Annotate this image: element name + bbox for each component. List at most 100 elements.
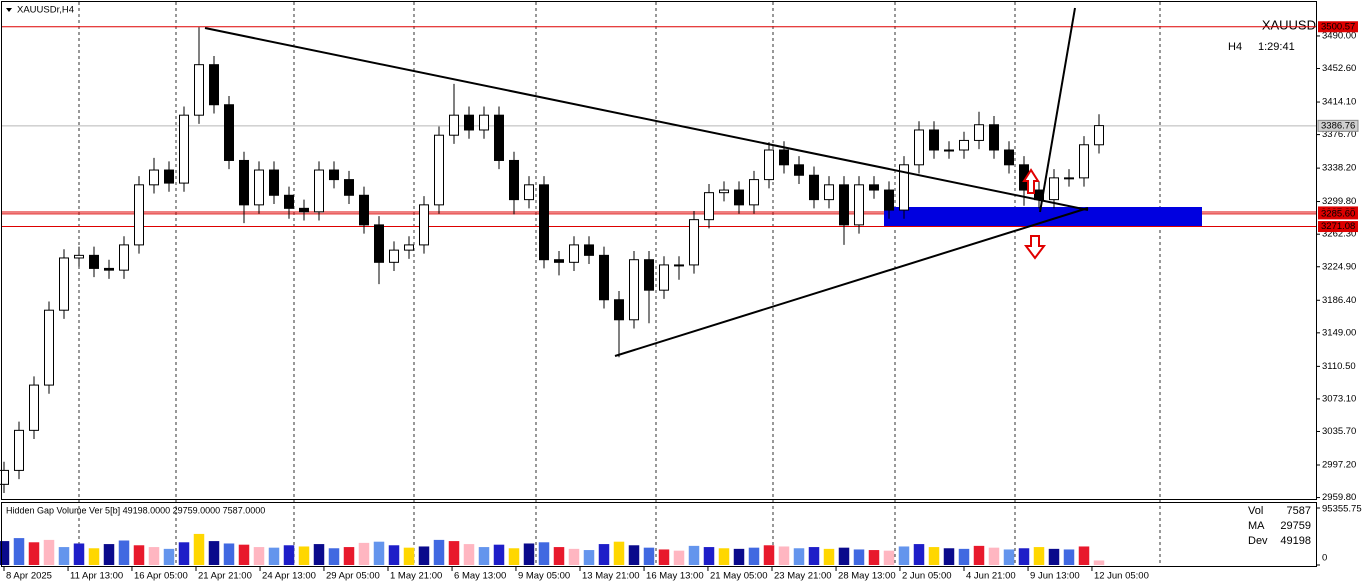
y-tick-label: 3186.40 <box>1322 295 1356 306</box>
candle-body <box>29 384 39 431</box>
menu-arrow <box>6 8 12 12</box>
candle-body <box>509 159 519 201</box>
volume-bar <box>778 546 790 565</box>
volume-bar <box>208 541 220 565</box>
volume-bar <box>703 547 715 565</box>
volume-bar <box>508 548 520 565</box>
candle-body <box>734 189 744 206</box>
candle-body <box>794 164 804 176</box>
y-tick-label: 3262.30 <box>1322 229 1356 240</box>
volume-bar <box>133 545 145 565</box>
volume-bar <box>478 547 490 565</box>
legend-name: MA <box>1248 520 1265 532</box>
volume-bar <box>358 542 370 565</box>
volume-bar <box>853 549 865 565</box>
candle-body <box>809 174 819 201</box>
volume-bar <box>613 541 625 565</box>
candle-body <box>629 259 639 321</box>
candle-body <box>1064 177 1074 180</box>
y-tick-label: 0 <box>1322 553 1327 564</box>
x-tick-label: 24 Apr 13:00 <box>262 571 316 582</box>
legend-value: 29759 <box>1280 520 1311 532</box>
candle-body <box>599 254 609 301</box>
x-tick-label: 21 Apr 21:00 <box>198 571 252 582</box>
volume-bar <box>253 547 265 565</box>
y-tick-label: 2997.20 <box>1322 460 1356 471</box>
volume-bar <box>913 544 925 565</box>
volume-bar <box>1093 560 1105 565</box>
candle-body <box>344 179 354 196</box>
candle-body <box>869 184 879 191</box>
period-separators <box>78 2 1161 566</box>
candle-body <box>479 114 489 131</box>
main-frame <box>1 1 1317 500</box>
candle-body <box>824 184 834 201</box>
volume-bar <box>13 538 25 565</box>
candle-body <box>539 184 549 261</box>
candle-body <box>764 149 774 181</box>
legend-name: Vol <box>1248 505 1263 517</box>
down-arrow <box>1024 235 1046 260</box>
x-tick-label: 21 May 05:00 <box>710 571 768 582</box>
x-tick-label: 16 Apr 05:00 <box>134 571 188 582</box>
volume-bar <box>463 544 475 565</box>
candle-body <box>914 129 924 166</box>
x-tick-label: 16 May 13:00 <box>646 571 704 582</box>
volume-bar <box>1048 548 1060 565</box>
x-tick-label: 28 May 13:00 <box>838 571 896 582</box>
candle-body <box>134 184 144 246</box>
trend-line <box>1039 7 1076 213</box>
y-tick-label: 3110.50 <box>1322 361 1356 372</box>
y-tick-label: 3035.70 <box>1322 426 1356 437</box>
candle-body <box>314 169 324 213</box>
candle-body <box>959 139 969 151</box>
candle-body <box>194 64 204 116</box>
candle-body <box>419 204 429 246</box>
legend-value: 49198 <box>1280 535 1311 547</box>
volume-bar <box>373 541 385 565</box>
x-tick-label: 12 Jun 05:00 <box>1094 571 1149 582</box>
indicator-title: Hidden Gap Volume Ver 5[b] 49198.0000 29… <box>6 505 265 515</box>
current-price-bg <box>1317 119 1359 132</box>
y-tick-label: 2959.80 <box>1322 492 1356 503</box>
volume-bar <box>118 540 130 565</box>
candle-body <box>614 299 624 321</box>
volume-bar <box>628 545 640 565</box>
volume-bar <box>493 544 505 565</box>
volume-bar <box>1018 548 1030 565</box>
volume-bar <box>673 550 685 565</box>
candle-body <box>284 194 294 209</box>
volume-bar <box>748 547 760 565</box>
candle-body <box>1049 177 1059 201</box>
candle-body <box>164 169 174 184</box>
y-tick-label: 3073.10 <box>1322 393 1356 404</box>
volume-bar <box>1003 549 1015 565</box>
volume-bar <box>988 547 1000 565</box>
candle-body <box>704 192 714 221</box>
volume-bar <box>868 550 880 565</box>
y-tick-label: 95355.75 <box>1322 504 1362 515</box>
candle-body <box>854 184 864 226</box>
candle-body <box>749 179 759 206</box>
y-tick-label: 3376.70 <box>1322 129 1356 140</box>
candle-body <box>944 149 954 152</box>
candle-body <box>269 169 279 196</box>
volume-bar <box>163 548 175 565</box>
x-tick-label: 4 Jun 21:00 <box>966 571 1016 582</box>
watermark: XAUUSD <box>1262 17 1316 32</box>
candle-body <box>899 164 909 211</box>
volume-bar <box>418 546 430 565</box>
volume-bar <box>58 547 70 565</box>
volume-bar <box>793 548 805 565</box>
candle-body <box>374 224 384 263</box>
x-tick-label: 6 May 13:00 <box>454 571 506 582</box>
volume-bar <box>433 539 445 565</box>
candle-body <box>974 124 984 141</box>
level-label: 3285.60 <box>1321 208 1355 219</box>
volume-bar <box>838 547 850 565</box>
volume-bar <box>148 547 160 565</box>
candle-body <box>1079 144 1089 179</box>
y-tick-label: 3224.90 <box>1322 261 1356 272</box>
